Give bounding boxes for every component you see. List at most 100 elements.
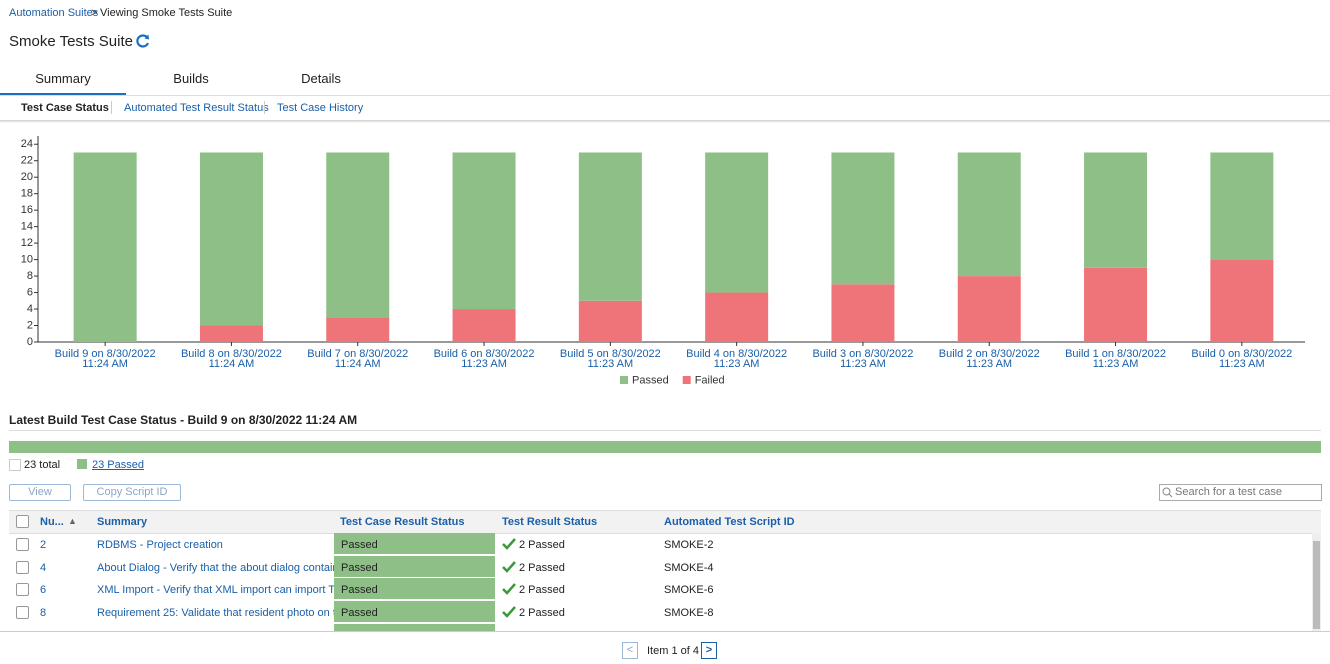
y-tick-label: 4 [27,303,33,315]
check-icon [502,606,516,618]
x-tick-label[interactable]: Build 6 on 8/30/2022 11:23 AM [433,348,535,370]
column-header[interactable]: Test Result Status [502,516,598,528]
search-placeholder: Search for a test case [1175,486,1282,498]
view-button[interactable]: View [9,484,71,501]
check-path [502,538,516,550]
check-path [502,606,516,618]
bar-segment [1210,152,1274,260]
table-body: 2 RDBMS - Project creation Passed 2 Passed S… [0,533,1330,631]
bar-segment [578,152,642,301]
page-title: Smoke Tests Suite [9,33,133,50]
y-tick-label: 12 [21,237,33,249]
bar-segment [1084,267,1148,342]
row-number[interactable]: 4 [40,561,47,574]
row-case-status: Passed [341,584,378,597]
x-tick-label[interactable]: Build 9 on 8/30/2022 11:24 AM [54,348,156,370]
status-cell [334,555,495,577]
x-tick-label[interactable]: Build 3 on 8/30/2022 11:23 AM [812,348,914,370]
legend-swatch [682,376,691,384]
row-script-id: SMOKE-4 [664,561,714,574]
next-button[interactable]: > [701,642,717,659]
x-tick-label[interactable]: Build 1 on 8/30/2022 11:23 AM [1065,348,1166,370]
legend-label: Passed [632,374,669,386]
total-label: 23 total [24,459,61,471]
row-summary[interactable]: XML Import - Verify that XML import can … [97,584,357,597]
x-tick-label[interactable]: Build 8 on 8/30/2022 11:24 AM [180,348,282,370]
status-cell [334,601,495,623]
row-case-status: Passed [341,607,378,620]
check-path [502,583,516,596]
row-result-status: 2 Passed [519,561,565,574]
scrollbar [1312,533,1321,631]
tab[interactable]: Builds [173,71,209,86]
checkbox[interactable] [16,606,29,620]
row-summary[interactable]: Requirement 25: Validate that resident p… [97,607,354,620]
check-icon [502,560,516,573]
bar-segment [326,317,390,342]
progress-bar [9,441,1321,453]
x-tick-label[interactable]: Build 2 on 8/30/2022 11:23 AM [938,348,1040,370]
column-header[interactable]: Nu... [40,516,64,528]
breadcrumb-link[interactable]: Automation Suites [9,7,99,19]
checkbox[interactable] [16,560,29,574]
copy-button[interactable]: Copy Script ID [83,484,181,501]
bar-segment [1084,152,1148,268]
bar-segment [452,152,516,310]
refresh-icon[interactable] [135,33,151,49]
row-number[interactable]: 2 [40,539,47,551]
divider [9,430,1321,431]
row-number[interactable]: 6 [40,584,47,597]
chart-area: 0 2 4 6 8 10 12 14 16 18 20 22 24 Passed Failed Build … [0,125,1330,395]
bar-segment [1210,259,1274,342]
tab[interactable]: Details [301,71,341,86]
y-tick-label: 14 [21,221,33,233]
y-tick-label: 16 [21,204,33,216]
checkbox[interactable] [16,583,29,597]
row-result-status: 2 Passed [519,607,565,620]
row-summary[interactable]: About Dialog - Verify that the about dia… [97,561,356,574]
bar-segment [452,309,516,342]
subtab[interactable]: Test Case History [277,102,364,114]
legend-swatch [77,459,87,469]
sort-icon[interactable]: ▲ [68,516,77,526]
bar-segment [578,300,642,342]
prev-button[interactable]: < [622,642,638,659]
breadcrumb-separator: > [91,7,98,19]
checkbox[interactable] [16,538,29,551]
search-box[interactable]: Search for a test case [1159,484,1322,501]
divider [0,120,1330,123]
x-tick-label[interactable]: Build 4 on 8/30/2022 11:23 AM [686,348,788,370]
bar-segment [957,276,1021,342]
y-tick-label: 8 [27,270,33,282]
row-script-id: SMOKE-6 [664,584,714,597]
breadcrumb-current: Viewing Smoke Tests Suite [100,7,233,19]
x-tick-label[interactable]: Build 7 on 8/30/2022 11:24 AM [307,348,409,370]
row-case-status: Passed [341,561,378,574]
row-result-status: 2 Passed [519,539,565,551]
tab[interactable]: Summary [35,71,91,86]
bar-segment [705,292,769,342]
x-tick-label[interactable]: Build 0 on 8/30/2022 11:23 AM [1191,348,1293,370]
y-tick-label: 10 [21,254,33,266]
column-header[interactable]: Test Case Result Status [340,516,465,528]
subtab[interactable]: Automated Test Result Status [124,102,269,114]
legend-swatch [620,376,628,384]
checkbox[interactable] [16,515,29,528]
search-icon [1162,487,1173,498]
subtab[interactable]: Test Case Status [21,102,109,114]
tab-indicator [0,93,126,95]
row-number[interactable]: 8 [40,607,47,620]
y-tick-label: 20 [21,171,33,183]
passed-link[interactable]: 23 Passed [92,459,144,471]
bar-segment [199,325,263,342]
column-header[interactable]: Summary [97,516,148,528]
bar-segment [705,152,769,293]
x-tick-label[interactable]: Build 5 on 8/30/2022 11:23 AM [559,348,661,370]
status-cell [334,533,495,554]
bar-segment [957,152,1021,277]
column-header[interactable]: Automated Test Script ID [664,516,795,528]
row-summary[interactable]: RDBMS - Project creation [97,539,223,551]
table-header [9,510,1321,534]
